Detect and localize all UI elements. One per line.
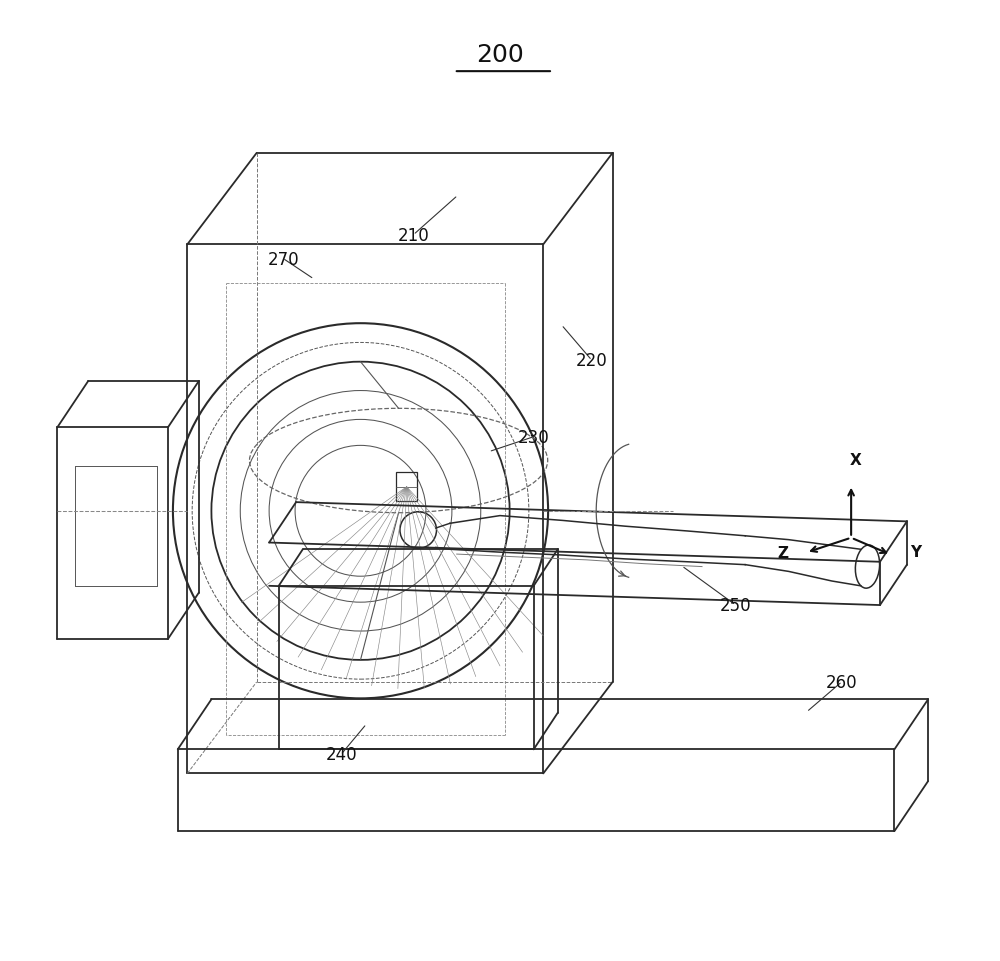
Text: 240: 240 bbox=[325, 746, 357, 763]
Bar bbox=[396, 473, 417, 502]
Text: X: X bbox=[850, 453, 862, 468]
Text: 260: 260 bbox=[826, 674, 857, 691]
Text: 270: 270 bbox=[268, 251, 299, 268]
Text: Z: Z bbox=[778, 546, 789, 560]
Text: Y: Y bbox=[910, 545, 921, 559]
Text: 200: 200 bbox=[476, 43, 524, 67]
Text: 210: 210 bbox=[398, 227, 429, 244]
Text: 250: 250 bbox=[720, 597, 752, 614]
Text: 220: 220 bbox=[576, 352, 607, 369]
Text: 230: 230 bbox=[518, 429, 550, 446]
